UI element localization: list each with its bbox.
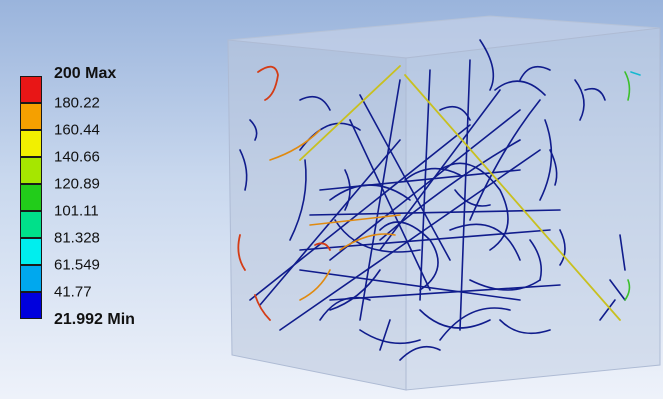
legend-min-label: 21.992 Min <box>54 311 135 328</box>
legend-level-label: 120.89 <box>54 175 100 193</box>
legend-swatch-4 <box>20 157 42 184</box>
legend-swatch-8 <box>20 265 42 292</box>
legend-swatch-5 <box>20 184 42 211</box>
legend-swatch-3 <box>20 130 42 157</box>
legend-level-label: 160.44 <box>54 121 100 139</box>
legend-max-label: 200 Max <box>54 65 117 82</box>
legend-level-label: 180.22 <box>54 94 100 112</box>
legend-level-label: 140.66 <box>54 148 100 166</box>
legend-level-label: 81.328 <box>54 229 100 247</box>
fiber-streamlines <box>237 39 641 361</box>
legend-swatch-9 <box>20 292 42 319</box>
legend-swatch-7 <box>20 238 42 265</box>
legend-swatch-1 <box>20 76 42 103</box>
legend-level-label: 61.549 <box>54 256 100 274</box>
color-legend: 200 Max 180.22 160.44 140.66 120.89 101.… <box>20 65 170 356</box>
legend-swatch-6 <box>20 211 42 238</box>
legend-level-label: 41.77 <box>54 283 92 301</box>
legend-swatch-2 <box>20 103 42 130</box>
legend-level-label: 101.11 <box>54 202 99 220</box>
